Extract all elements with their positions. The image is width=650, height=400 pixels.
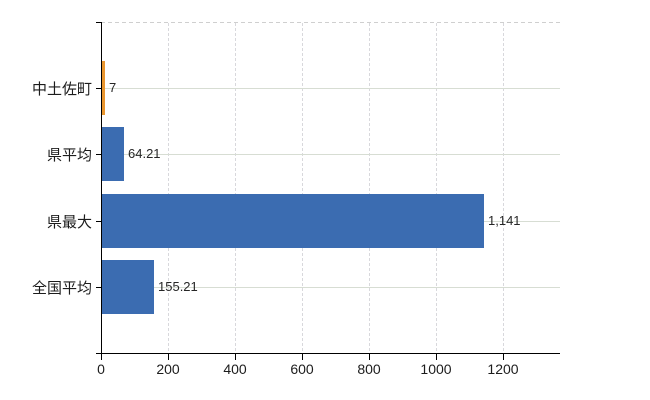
bar-value-label: 155.21 — [158, 279, 198, 294]
category-label: 全国平均 — [31, 280, 92, 297]
x-axis-line — [96, 353, 560, 354]
y-tick-mark — [96, 154, 101, 155]
bar-value-label: 7 — [109, 80, 117, 95]
bar-value-label: 1,141 — [488, 213, 521, 228]
grid-h-line — [102, 287, 560, 288]
y-tick-mark — [96, 221, 101, 222]
y-tick-mark — [96, 287, 101, 288]
bar — [102, 127, 124, 181]
x-tick-mark — [168, 354, 169, 360]
grid-v-line — [168, 23, 169, 353]
x-tick-label: 0 — [97, 361, 105, 377]
x-tick-mark — [436, 354, 437, 360]
x-tick-label: 200 — [156, 361, 180, 377]
y-tick-mark — [96, 88, 101, 89]
x-tick-mark — [369, 354, 370, 360]
category-label: 県平均 — [46, 147, 92, 164]
x-tick-label: 600 — [290, 361, 314, 377]
x-tick-mark — [101, 354, 102, 360]
category-label: 中土佐町 — [31, 81, 92, 98]
y-axis-top-tick — [96, 22, 101, 23]
grid-v-line — [436, 23, 437, 353]
grid-v-line — [235, 23, 236, 353]
grid-v-line — [369, 23, 370, 353]
bar — [102, 194, 484, 248]
grid-h-line — [102, 88, 560, 89]
grid-v-line — [503, 23, 504, 353]
x-tick-mark — [503, 354, 504, 360]
x-tick-mark — [302, 354, 303, 360]
bar — [102, 61, 105, 115]
bar — [102, 260, 154, 314]
y-axis-line — [101, 22, 102, 354]
x-tick-label: 400 — [223, 361, 247, 377]
category-label: 県最大 — [46, 214, 92, 231]
x-tick-label: 800 — [357, 361, 381, 377]
grid-v-line — [302, 23, 303, 353]
plot-top-border — [101, 22, 560, 23]
bar-value-label: 64.21 — [128, 146, 161, 161]
x-tick-mark — [235, 354, 236, 360]
x-tick-label: 1000 — [420, 361, 452, 377]
x-tick-label: 1200 — [487, 361, 519, 377]
grid-h-line — [102, 154, 560, 155]
